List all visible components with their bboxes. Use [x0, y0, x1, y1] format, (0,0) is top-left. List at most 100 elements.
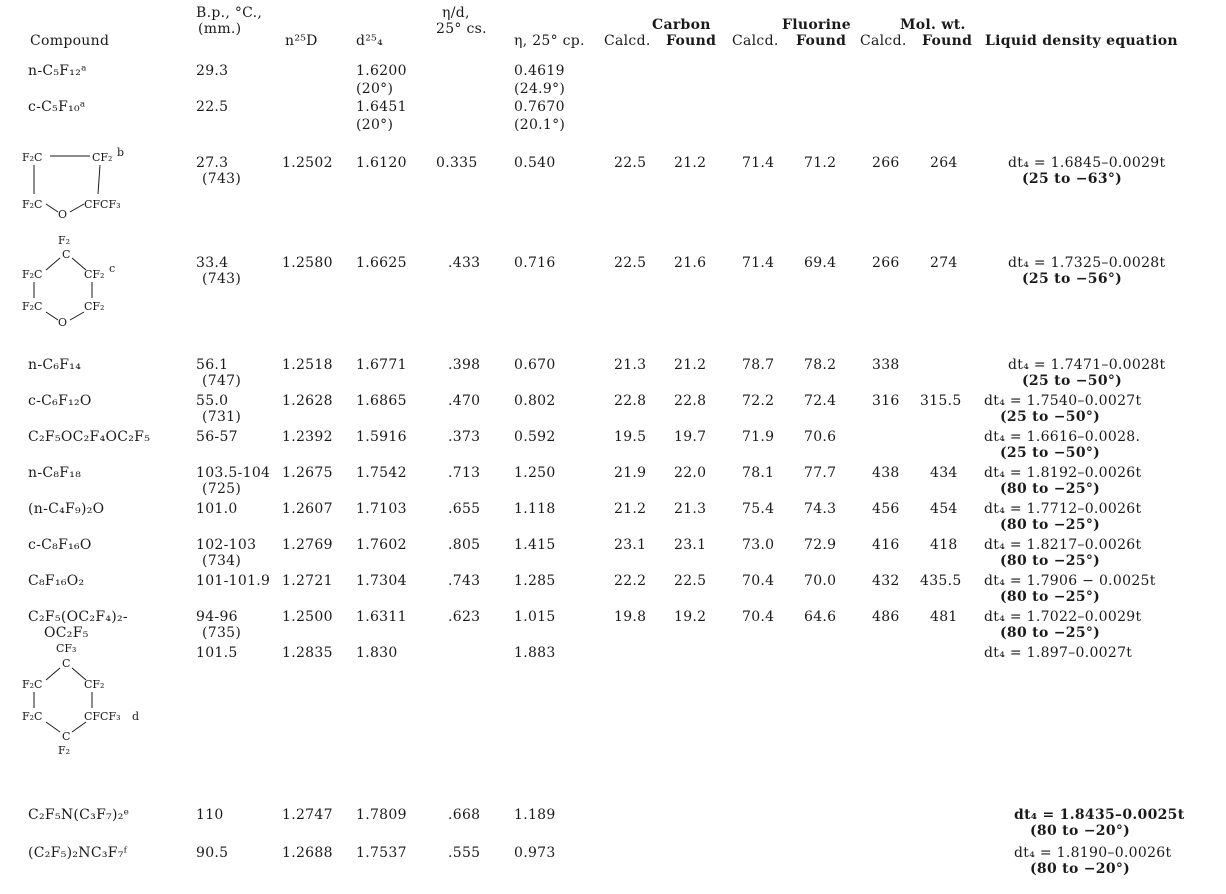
structure-bond — [71, 257, 87, 271]
cell-nd: 1.2392 — [282, 429, 333, 445]
cell-viscosity: 1.285 — [514, 573, 556, 589]
header-molwt-found: Found — [922, 33, 973, 49]
structure-perfluoro-tetrahydropyran: F₂ C F₂C CF₂ c F₂C CF₂ O — [22, 234, 115, 329]
cell-fluorine-calcd: 75.4 — [742, 501, 775, 517]
cell-fluorine-found: 72.4 — [804, 393, 837, 409]
cell-density: 1.7542 — [356, 465, 407, 481]
cell-fluorine-found: 77.7 — [804, 465, 837, 481]
cell-equation-range: (80 to −25°) — [1000, 517, 1101, 533]
header-nd: n²⁵D — [285, 33, 318, 49]
cell-carbon-found: 19.2 — [674, 609, 707, 625]
cell-density: 1.6200 — [356, 63, 407, 79]
cell-bp-note: (734) — [202, 553, 242, 569]
structure-label: F₂C — [22, 198, 42, 211]
cell-fluorine-found: 72.9 — [804, 537, 837, 553]
cell-molwt-calcd: 456 — [872, 501, 900, 517]
cell-viscosity: 0.540 — [514, 155, 556, 171]
cell-equation: dt₄ = 1.7471–0.0028t — [1008, 357, 1166, 373]
cell-equation: dt₄ = 1.8192–0.0026t — [984, 465, 1142, 481]
cell-compound: n-C₈F₁₈ — [28, 465, 82, 481]
cell-bp-note: (743) — [202, 271, 242, 287]
cell-equation: dt₄ = 1.7712–0.0026t — [984, 501, 1142, 517]
structure-bond — [71, 667, 87, 681]
cell-nd: 1.2607 — [282, 501, 333, 517]
cell-bp-note: (747) — [202, 373, 242, 389]
cell-compound: (n-C₄F₉)₂O — [28, 501, 105, 517]
cell-bp: 101.5 — [196, 645, 238, 661]
structure-label: F₂C — [22, 268, 42, 281]
cell-nd: 1.2721 — [282, 573, 333, 589]
header-compound: Compound — [30, 33, 110, 49]
cell-viscosity: 1.415 — [514, 537, 556, 553]
cell-carbon-found: 22.5 — [674, 573, 707, 589]
cell-viscosity: 0.4619 — [514, 63, 565, 79]
cell-bp-note: (743) — [202, 171, 242, 187]
cell-molwt-calcd: 338 — [872, 357, 900, 373]
cell-viscosity: 0.973 — [514, 845, 556, 861]
cell-fluorine-found: 78.2 — [804, 357, 837, 373]
structure-bond — [71, 721, 87, 733]
cell-molwt-found: 454 — [930, 501, 958, 517]
cell-fluorine-calcd: 73.0 — [742, 537, 775, 553]
cell-density: 1.7103 — [356, 501, 407, 517]
cell-equation: dt₄ = 1.897–0.0027t — [984, 645, 1133, 661]
header-eta-d-sub: 25° cs. — [436, 21, 487, 37]
structure-label: C — [62, 657, 70, 670]
cell-equation-range: (25 to −63°) — [1022, 171, 1123, 187]
cell-eta-d: .623 — [448, 609, 481, 625]
cell-molwt-calcd: 416 — [872, 537, 900, 553]
cell-equation-range: (80 to −25°) — [1000, 553, 1101, 569]
cell-molwt-calcd: 438 — [872, 465, 900, 481]
structure-label: b — [117, 146, 124, 159]
cell-bp-note: (735) — [202, 625, 242, 641]
cell-equation-range: (80 to −25°) — [1000, 589, 1101, 605]
cell-nd: 1.2675 — [282, 465, 333, 481]
cell-nd: 1.2518 — [282, 357, 333, 373]
header-equation: Liquid density equation — [985, 33, 1178, 49]
cell-eta-d: .668 — [448, 807, 481, 823]
cell-nd: 1.2688 — [282, 845, 333, 861]
cell-bp: 101-101.9 — [196, 573, 271, 589]
cell-carbon-found: 22.0 — [674, 465, 707, 481]
structure-bond — [45, 203, 59, 213]
cell-fluorine-calcd: 72.2 — [742, 393, 775, 409]
cell-carbon-calcd: 22.2 — [614, 573, 647, 589]
structure-perfluoro-dimethylcyclohexane: CF₃ C F₂C CF₂ F₂C CFCF₃ d C F₂ — [22, 642, 139, 757]
structure-label: CF₃ — [56, 642, 76, 655]
header-d: d²⁵₄ — [356, 33, 383, 49]
cell-compound-cont: OC₂F₅ — [44, 625, 89, 641]
structure-label: C — [62, 248, 70, 261]
cell-equation: dt₄ = 1.6616–0.0028. — [984, 429, 1141, 445]
structure-label: F₂C — [22, 300, 42, 313]
cell-compound: C₂F₅N(C₃F₇)₂ᵉ — [28, 807, 130, 823]
cell-molwt-found: 434 — [930, 465, 958, 481]
cell-density-note: (20°) — [356, 81, 394, 97]
structure-label: F₂ — [58, 234, 70, 247]
cell-carbon-found: 21.2 — [674, 155, 707, 171]
structure-label: c — [109, 262, 115, 275]
structure-bond — [45, 667, 61, 681]
cell-eta-d: .373 — [448, 429, 481, 445]
cell-carbon-found: 23.1 — [674, 537, 707, 553]
cell-compound: c-C₆F₁₂O — [28, 393, 92, 409]
cell-fluorine-found: 70.6 — [804, 429, 837, 445]
cell-bp: 110 — [196, 807, 224, 823]
structure-label: CF₂ — [92, 151, 112, 164]
cell-equation: dt₄ = 1.7540–0.0027t — [984, 393, 1142, 409]
cell-carbon-found: 21.3 — [674, 501, 707, 517]
cell-molwt-found: 418 — [930, 537, 958, 553]
header-bp: B.p., °C., — [196, 5, 263, 21]
cell-viscosity-note: (24.9°) — [514, 81, 566, 97]
cell-fluorine-found: 74.3 — [804, 501, 837, 517]
structure-label: F₂ — [58, 744, 70, 757]
cell-bp: 101.0 — [196, 501, 238, 517]
cell-compound: C₂F₅OC₂F₄OC₂F₅ — [28, 429, 151, 445]
cell-equation-range: (25 to −56°) — [1022, 271, 1123, 287]
cell-nd: 1.2769 — [282, 537, 333, 553]
cell-viscosity: 0.592 — [514, 429, 556, 445]
cell-eta-d: .805 — [448, 537, 481, 553]
cell-nd: 1.2747 — [282, 807, 333, 823]
cell-compound: n-C₆F₁₄ — [28, 357, 82, 373]
cell-viscosity-note: (20.1°) — [514, 117, 566, 133]
cell-carbon-found: 22.8 — [674, 393, 707, 409]
